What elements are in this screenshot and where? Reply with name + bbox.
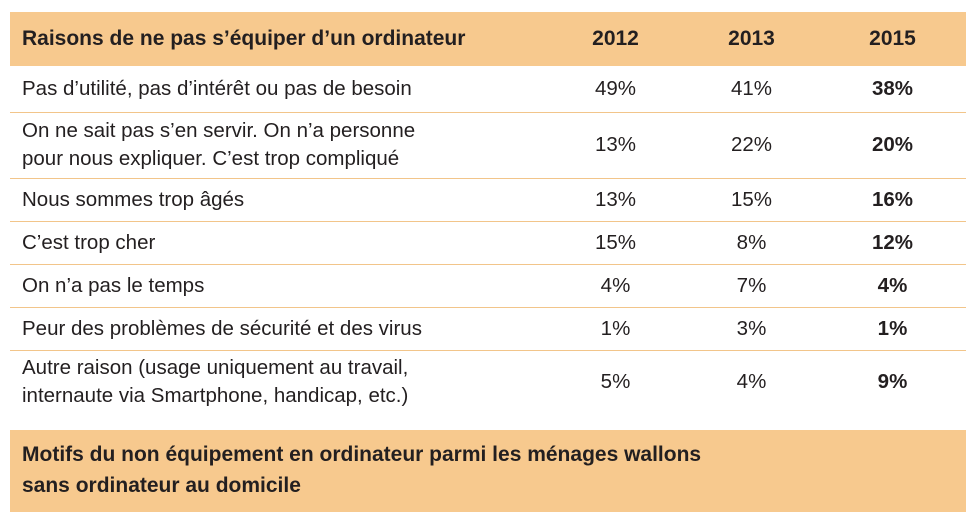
cell-2015: 9%: [877, 370, 908, 394]
row-label: On n’a pas le temps: [10, 264, 547, 307]
row-label-line: On ne sait pas s’en servir. On n’a perso…: [22, 119, 416, 142]
row-label: Nous sommes trop âgés: [10, 178, 547, 221]
cell-2012: 13%: [594, 133, 637, 156]
row-label: Pas d’utilité, pas d’intérêt ou pas de b…: [10, 66, 547, 112]
table-row: Pas d’utilité, pas d’intérêt ou pas de b…: [10, 66, 966, 112]
table-header-row: Raisons de ne pas s’équiper d’un ordinat…: [10, 12, 966, 66]
cell-2013: 4%: [736, 370, 767, 394]
reasons-table-container: Raisons de ne pas s’équiper d’un ordinat…: [10, 12, 966, 512]
cell-2015: 4%: [877, 273, 908, 297]
column-header-2015: 2015: [869, 27, 916, 50]
row-label-line: Peur des problèmes de sécurité et des vi…: [22, 316, 422, 340]
cell-2015: 20%: [871, 133, 914, 156]
cell-2013: 15%: [730, 187, 773, 211]
cell-2013: 41%: [730, 76, 773, 100]
column-header-2012: 2012: [592, 27, 639, 50]
row-label-line: C’est trop cher: [22, 230, 156, 254]
cell-2015: 16%: [871, 187, 914, 211]
row-label-line: Autre raison (usage uniquement au travai…: [22, 356, 409, 380]
table-row: Nous sommes trop âgés 13% 15% 16%: [10, 178, 966, 221]
column-header-reason: Raisons de ne pas s’équiper d’un ordinat…: [22, 27, 466, 50]
row-label: Peur des problèmes de sécurité et des vi…: [10, 307, 547, 350]
reasons-table: Raisons de ne pas s’équiper d’un ordinat…: [10, 12, 966, 414]
cell-2012: 49%: [594, 76, 637, 100]
table-row: C’est trop cher 15% 8% 12%: [10, 221, 966, 264]
row-label: C’est trop cher: [10, 221, 547, 264]
caption-line: sans ordinateur au domicile: [22, 474, 301, 497]
table-row: On ne sait pas s’en servir. On n’a perso…: [10, 112, 966, 178]
cell-2012: 4%: [600, 273, 631, 297]
table-row: Autre raison (usage uniquement au travai…: [10, 350, 966, 414]
cell-2012: 13%: [594, 187, 637, 211]
table-row: Peur des problèmes de sécurité et des vi…: [10, 307, 966, 350]
caption-line: Motifs du non équipement en ordinateur p…: [22, 443, 702, 466]
cell-2015: 12%: [871, 230, 914, 254]
cell-2013: 8%: [736, 230, 767, 254]
cell-2012: 15%: [594, 230, 637, 254]
column-header-2013: 2013: [728, 27, 775, 50]
row-label: On ne sait pas s’en servir. On n’a perso…: [10, 112, 547, 178]
cell-2015: 38%: [871, 76, 914, 100]
row-label-line: Nous sommes trop âgés: [22, 187, 245, 211]
row-label-line: pour nous expliquer. C’est trop compliqu…: [22, 147, 400, 170]
table-row: On n’a pas le temps 4% 7% 4%: [10, 264, 966, 307]
cell-2013: 3%: [736, 316, 767, 340]
table-caption: Motifs du non équipement en ordinateur p…: [10, 430, 966, 512]
cell-2012: 5%: [600, 370, 631, 394]
cell-2015: 1%: [877, 316, 908, 340]
row-label-line: On n’a pas le temps: [22, 273, 205, 297]
cell-2013: 7%: [736, 273, 767, 297]
row-label-line: Pas d’utilité, pas d’intérêt ou pas de b…: [22, 76, 412, 100]
row-label: Autre raison (usage uniquement au travai…: [10, 350, 547, 414]
cell-2012: 1%: [600, 316, 631, 340]
row-label-line: internaute via Smartphone, handicap, etc…: [22, 384, 409, 408]
cell-2013: 22%: [730, 133, 773, 156]
